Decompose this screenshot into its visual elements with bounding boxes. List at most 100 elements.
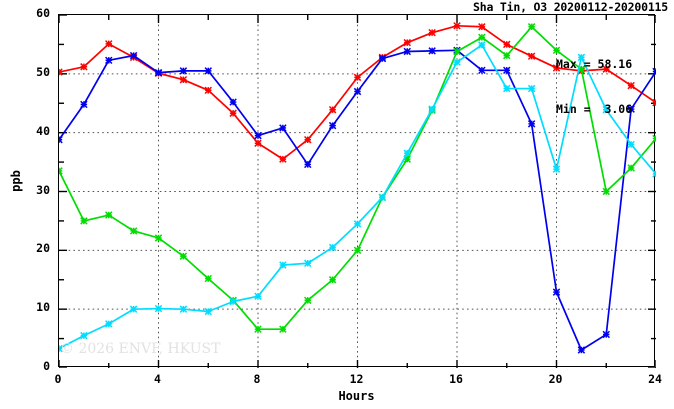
data-point-marker [503,66,511,75]
x-tick-label: 0 [54,372,62,386]
y-tick-label: 40 [36,123,50,138]
data-point-marker [552,288,561,296]
marker-stroke [652,70,656,76]
x-axis-title: Hours [338,389,375,403]
data-point-marker [453,58,461,66]
marker-stroke [59,71,63,76]
data-point-marker [627,164,635,172]
data-point-marker [154,234,163,242]
stats-annotation: Max = 58.16 Min = 3.06 [556,27,632,147]
data-point-marker [328,243,337,252]
data-point-marker [279,325,287,333]
data-point-marker [602,330,610,339]
x-tick-label: 8 [253,372,261,386]
data-point-marker [652,98,656,107]
data-point-marker [627,81,635,90]
plot-area [58,14,656,368]
data-point-marker [353,87,362,96]
data-point-marker [602,187,610,196]
data-point-marker [453,47,461,56]
y-tick-label: 50 [36,64,50,79]
marker-stroke [59,167,63,172]
marker-stroke [59,169,63,175]
data-point-marker [254,131,262,140]
data-point-marker [503,40,511,49]
data-point-marker [403,47,411,56]
data-point-marker [328,276,337,284]
marker-stroke [652,137,656,143]
data-point-marker [527,52,536,60]
data-point-marker [59,68,63,76]
x-tick-label: 12 [349,372,364,386]
y-tick-label: 0 [43,359,50,373]
data-point-marker [378,54,387,63]
data-point-marker [254,325,262,333]
data-point-marker [428,28,436,37]
data-point-marker [478,23,486,31]
data-point-marker [328,121,337,130]
data-point-marker [453,22,461,30]
data-point-marker [59,344,63,353]
series-series_4 [59,41,656,353]
data-point-marker [154,68,163,77]
x-tick-label: 4 [154,372,161,386]
y-tick-label: 30 [36,182,50,197]
data-point-marker [527,23,536,31]
data-point-marker [328,105,337,114]
marker-stroke [652,67,656,73]
data-point-marker [179,305,188,313]
data-point-marker [503,84,511,93]
data-point-marker [478,33,486,42]
data-point-marker [353,246,362,255]
x-tick-label: 16 [449,372,463,386]
data-point-marker [304,160,312,169]
data-point-marker [179,252,188,260]
data-point-marker [129,51,138,60]
marker-stroke [652,101,656,107]
data-point-marker [552,64,561,72]
data-point-marker [204,274,212,283]
data-point-marker [304,135,312,144]
data-point-marker [552,165,561,173]
data-point-marker [204,86,212,95]
data-point-marker [179,67,188,75]
series-series_2 [59,46,656,354]
marker-stroke [59,138,63,144]
data-point-marker [254,139,262,147]
data-point-marker [279,155,287,163]
stat-min: Min = 3.06 [556,102,633,116]
data-point-marker [478,41,486,49]
data-point-marker [229,297,237,306]
marker-stroke [652,172,656,178]
data-point-marker [154,304,163,313]
marker-stroke [59,344,63,350]
data-point-marker [527,84,536,93]
data-point-marker [229,98,237,106]
data-point-marker [652,170,656,178]
y-tick-label: 10 [36,300,50,315]
data-point-marker [627,105,635,113]
data-point-marker [80,100,88,109]
series-series_3 [59,23,656,333]
data-point-marker [478,66,486,75]
data-point-marker [378,193,387,202]
data-point-marker [627,140,635,149]
data-point-marker [59,135,63,144]
data-point-marker [428,47,436,55]
data-point-marker [577,53,586,62]
data-point-marker [428,105,436,113]
y-axis-title: ppb [9,170,23,192]
data-point-marker [229,109,237,117]
marker-stroke [652,134,656,140]
data-point-marker [279,124,287,132]
data-point-marker [80,63,88,71]
marker-stroke [652,170,656,175]
marker-stroke [59,68,63,74]
y-tick-label: 60 [36,6,50,20]
data-point-marker [527,120,536,128]
data-point-marker [204,307,212,316]
data-point-marker [353,73,362,82]
data-point-marker [602,65,610,73]
data-point-marker [503,51,511,60]
